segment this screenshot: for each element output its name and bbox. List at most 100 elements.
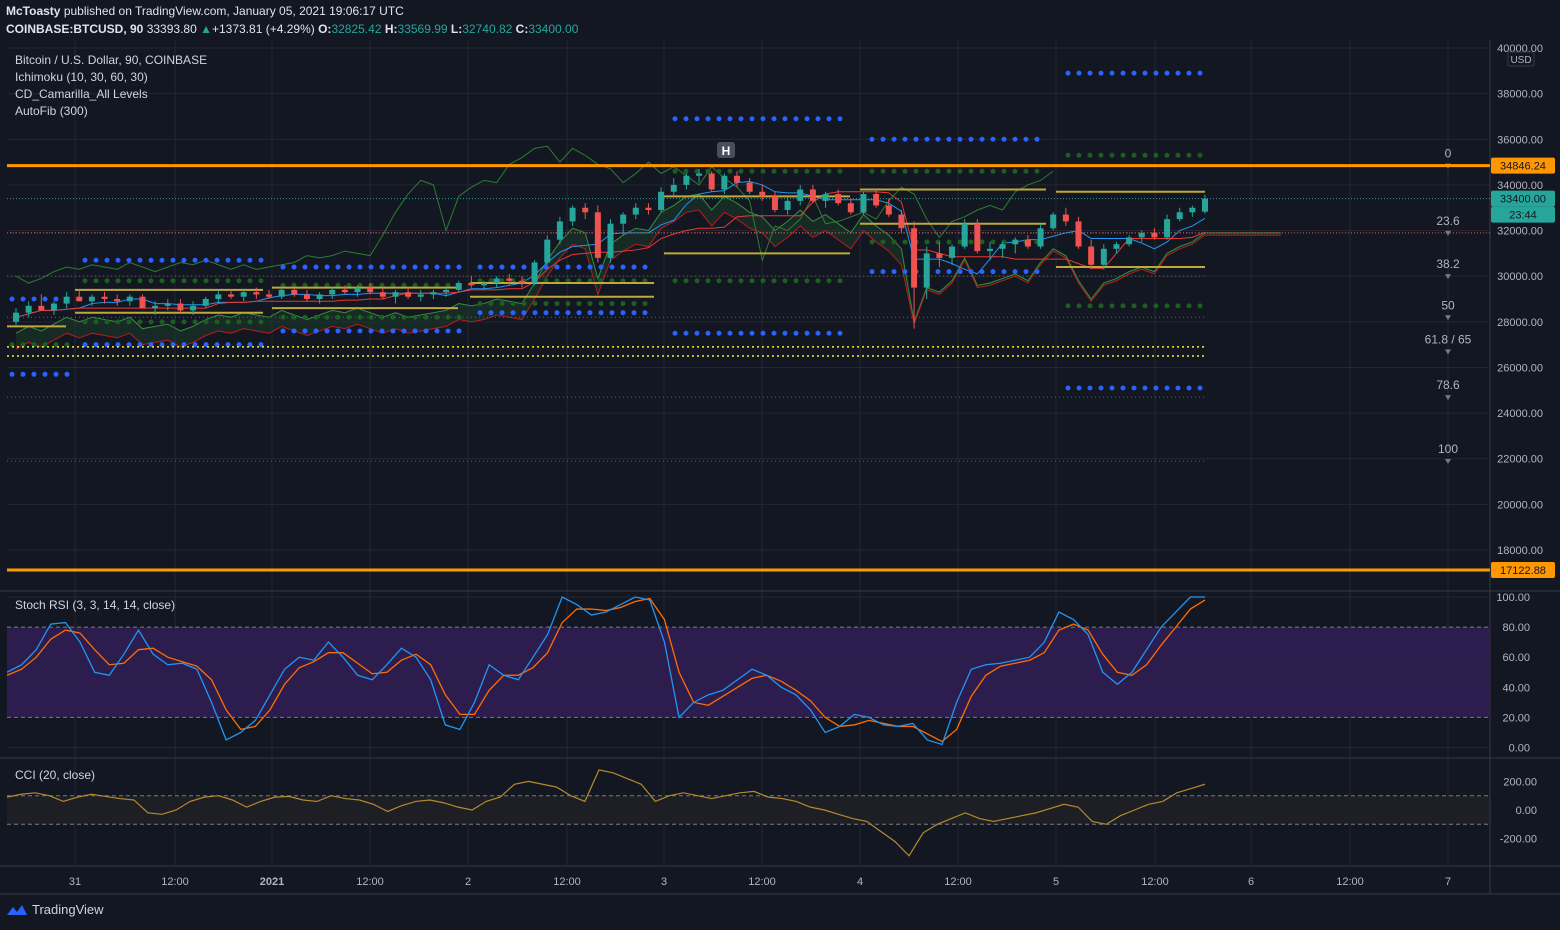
camarilla-dot: [957, 269, 963, 275]
price-axis-label: [1491, 157, 1555, 174]
camarilla-dot: [727, 278, 733, 284]
camarilla-dot: [620, 264, 626, 270]
candle: [797, 184, 804, 206]
footer-brand[interactable]: TradingView: [6, 902, 104, 917]
camarilla-dot: [170, 342, 176, 348]
camarilla-dot: [532, 310, 538, 316]
camarilla-dot: [1076, 385, 1082, 391]
legend-camarilla[interactable]: CD_Camarilla_All Levels: [15, 87, 148, 101]
candle: [670, 178, 677, 197]
legend-title[interactable]: Bitcoin / U.S. Dollar, 90, COINBASE: [15, 53, 208, 67]
candle-body: [278, 289, 285, 297]
time-tick: 4: [857, 876, 863, 888]
camarilla-dot: [815, 278, 821, 284]
camarilla-dot: [137, 257, 143, 263]
camarilla-dot: [642, 264, 648, 270]
camarilla-dot: [946, 239, 952, 245]
candle: [1100, 244, 1107, 270]
camarilla-dot: [148, 257, 154, 263]
camarilla-dot-row: [1065, 385, 1203, 391]
camarilla-dot: [1186, 70, 1192, 76]
stoch-tick: 40.00: [1502, 682, 1530, 694]
candle-body: [190, 305, 197, 311]
camarilla-dot: [236, 257, 242, 263]
stoch-rsi-title[interactable]: Stoch RSI (3, 3, 14, 14, close): [15, 598, 176, 612]
candle-body: [25, 305, 32, 313]
camarilla-dot: [804, 330, 810, 336]
camarilla-dot: [1012, 269, 1018, 275]
camarilla-dot-row: [672, 278, 843, 284]
camarilla-dot: [1131, 303, 1137, 309]
camarilla-dot: [565, 310, 571, 316]
legend-ichimoku[interactable]: Ichimoku (10, 30, 60, 30): [15, 70, 148, 84]
camarilla-dot: [880, 168, 886, 174]
candle: [164, 299, 171, 311]
camarilla-dot: [782, 116, 788, 122]
price-tick: 32000.00: [1497, 226, 1543, 238]
cci-title[interactable]: CCI (20, close): [15, 768, 96, 782]
camarilla-dot: [379, 328, 385, 334]
camarilla-dot: [390, 264, 396, 270]
candle-body: [506, 278, 513, 281]
camarilla-dot: [291, 314, 297, 320]
camarilla-dot: [42, 342, 48, 348]
camarilla-dot: [738, 278, 744, 284]
camarilla-dot: [1164, 70, 1170, 76]
camarilla-dot: [979, 239, 985, 245]
camarilla-dot-row: [672, 168, 843, 174]
candle: [531, 260, 538, 286]
candle: [1138, 230, 1145, 242]
candle-body: [50, 303, 57, 311]
price-tick: 38000.00: [1497, 89, 1543, 101]
camarilla-dot: [291, 264, 297, 270]
camarilla-dot: [760, 330, 766, 336]
camarilla-dot: [782, 168, 788, 174]
candle-body: [961, 223, 968, 247]
legend-autofib[interactable]: AutoFib (300): [15, 104, 88, 118]
camarilla-dot: [793, 116, 799, 122]
stoch-k-line: [6, 596, 1205, 746]
camarilla-dot: [543, 278, 549, 284]
camarilla-dot: [115, 342, 121, 348]
candle: [1075, 216, 1082, 249]
camarilla-dot: [587, 310, 593, 316]
open-label: O:: [318, 22, 332, 36]
camarilla-dot: [1142, 303, 1148, 309]
candle-body: [1037, 228, 1044, 247]
camarilla-dot: [214, 278, 220, 284]
camarilla-dot: [694, 168, 700, 174]
camarilla-dot: [280, 282, 286, 288]
camarilla-dot: [1142, 152, 1148, 158]
symbol-label[interactable]: COINBASE:BTCUSD, 90: [6, 22, 144, 36]
camarilla-dot: [924, 136, 930, 142]
camarilla-dot: [1153, 152, 1159, 158]
camarilla-dot: [738, 330, 744, 336]
low-label: L:: [450, 22, 463, 36]
camarilla-dot: [302, 328, 308, 334]
time-tick: 12:00: [553, 876, 581, 888]
candle-body: [114, 299, 121, 302]
camarilla-dot: [620, 310, 626, 316]
tradingview-logo-icon: [7, 904, 27, 915]
camarilla-dot-row: [1065, 303, 1203, 309]
candle-body: [265, 294, 272, 297]
camarilla-dot: [565, 278, 571, 284]
camarilla-dot-row: [477, 310, 648, 316]
camarilla-dot: [115, 278, 121, 284]
candle: [291, 287, 298, 297]
camarilla-dot: [902, 269, 908, 275]
camarilla-dot: [554, 301, 560, 307]
camarilla-dot: [192, 278, 198, 284]
author-name[interactable]: McToasty: [6, 4, 61, 18]
camarilla-dot: [891, 168, 897, 174]
camarilla-dot: [82, 319, 88, 325]
candle: [569, 205, 576, 226]
candle: [253, 287, 260, 299]
cci-tick: -200.00: [1500, 834, 1537, 846]
camarilla-dot: [826, 116, 832, 122]
candle-body: [202, 299, 209, 306]
camarilla-dot-row: [9, 342, 70, 348]
camarilla-dot: [324, 282, 330, 288]
camarilla-dot: [837, 330, 843, 336]
